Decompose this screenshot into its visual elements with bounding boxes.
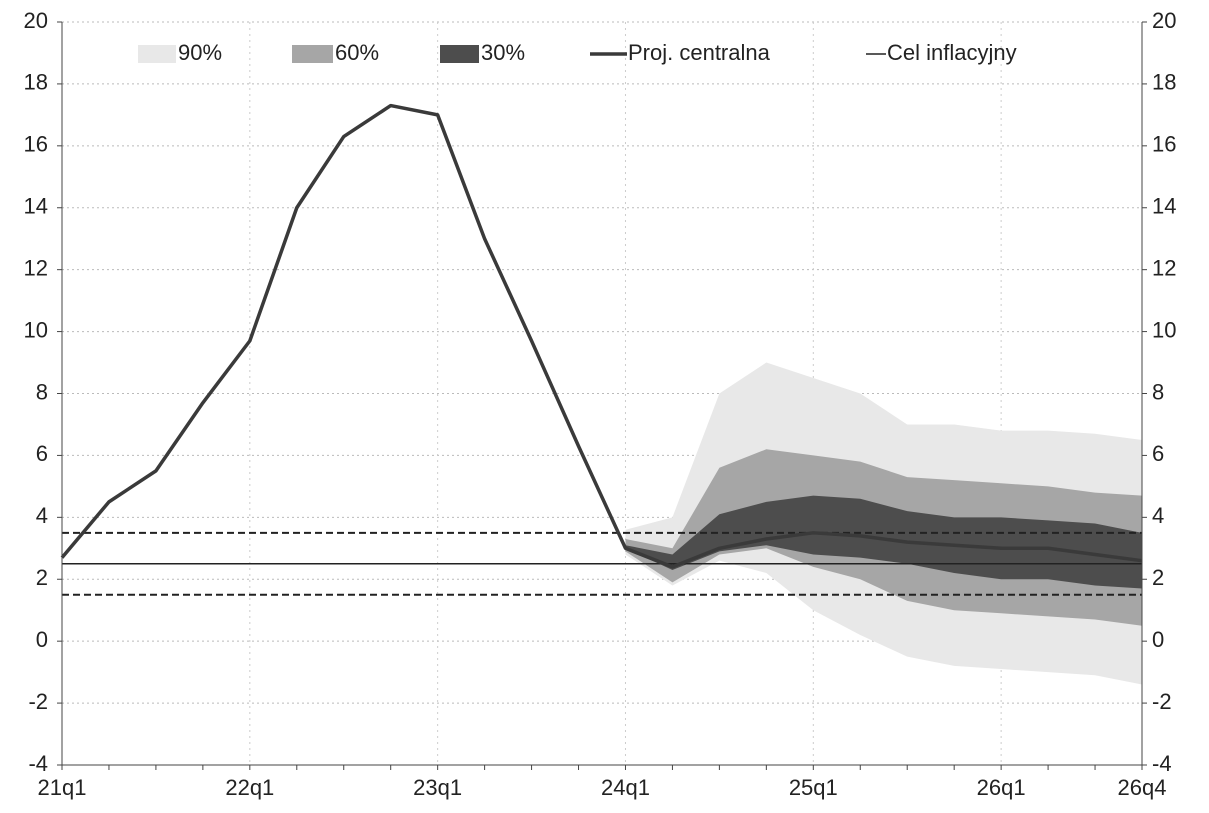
y2-tick-label: 12 [1152, 255, 1176, 280]
legend-swatch [440, 45, 479, 63]
fan-band [625, 495, 1142, 589]
y2-tick-label: 4 [1152, 503, 1164, 528]
y2-tick-label: 18 [1152, 70, 1176, 95]
central-projection-line [60, 103, 1143, 569]
y-tick-label: 0 [36, 627, 48, 652]
x-tick-label: 26q4 [1118, 775, 1167, 800]
legend-swatch [292, 45, 333, 63]
y-tick-label: 8 [36, 379, 48, 404]
y2-tick-label: 8 [1152, 379, 1164, 404]
y2-tick-label: 14 [1152, 194, 1176, 219]
legend-label: Proj. centralna [628, 40, 771, 65]
x-tick-label: 26q1 [977, 775, 1026, 800]
legend-label: 30% [481, 40, 525, 65]
y2-tick-label: 0 [1152, 627, 1164, 652]
x-tick-label: 24q1 [601, 775, 650, 800]
y2-tick-label: 10 [1152, 317, 1176, 342]
y-tick-label: 14 [24, 194, 48, 219]
y2-tick-label: 16 [1152, 132, 1176, 157]
y-tick-label: 16 [24, 132, 48, 157]
y-tick-label: 2 [36, 565, 48, 590]
y-tick-label: 12 [24, 255, 48, 280]
legend-label: Cel inflacyjny [887, 40, 1017, 65]
x-tick-label: 21q1 [38, 775, 87, 800]
y-tick-label: 4 [36, 503, 48, 528]
y-tick-label: 20 [24, 8, 48, 33]
legend-swatch [138, 45, 176, 63]
y-tick-label: 10 [24, 317, 48, 342]
y2-tick-label: 6 [1152, 441, 1164, 466]
y2-tick-label: -2 [1152, 689, 1172, 714]
legend-label: 90% [178, 40, 222, 65]
y-tick-label: 18 [24, 70, 48, 95]
y2-tick-label: 2 [1152, 565, 1164, 590]
legend-label: 60% [335, 40, 379, 65]
x-tick-label: 25q1 [789, 775, 838, 800]
y-tick-label: -2 [28, 689, 48, 714]
y2-tick-label: -4 [1152, 751, 1172, 776]
x-tick-label: 23q1 [413, 775, 462, 800]
y-tick-label: -4 [28, 751, 48, 776]
y-tick-label: 6 [36, 441, 48, 466]
y2-tick-label: 20 [1152, 8, 1176, 33]
x-tick-label: 22q1 [225, 775, 274, 800]
